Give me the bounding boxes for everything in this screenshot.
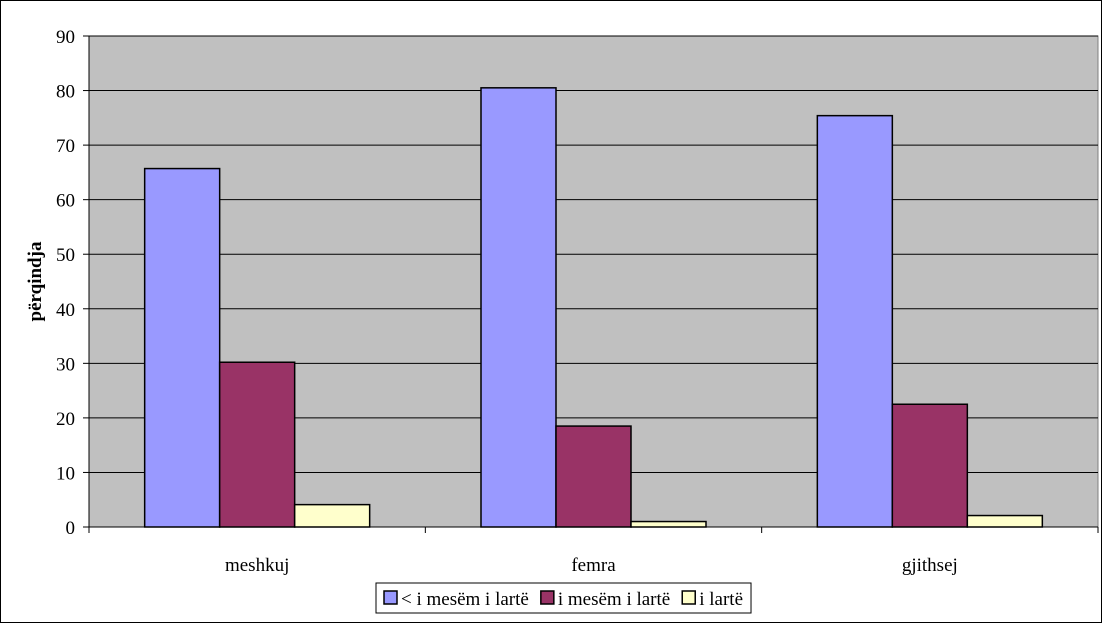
bar-femra-series-1 — [480, 87, 557, 528]
x-tick-labels: meshkuj femra gjithsej — [225, 555, 958, 576]
bars — [143, 87, 1044, 528]
bar-meshkuj-series-2 — [218, 361, 296, 528]
y-tick-label: 40 — [56, 300, 75, 321]
y-tick-label: 0 — [66, 518, 76, 539]
axes — [83, 35, 1099, 533]
legend-label-2: i mesëm i lartë — [558, 589, 670, 610]
x-tick-label: femra — [571, 555, 616, 576]
bar-gjithsej-series-2 — [891, 403, 969, 528]
y-tick-label: 80 — [56, 82, 75, 103]
bar-gjithsej-series-3 — [966, 514, 1044, 528]
bar-meshkuj-series-1 — [143, 167, 221, 528]
legend-swatch-2 — [540, 590, 555, 605]
y-tick-label: 90 — [56, 27, 75, 48]
y-tick-labels: 0 10 20 30 40 50 60 70 80 90 — [56, 27, 75, 539]
bar-femra-series-3 — [630, 520, 707, 528]
x-tick-label: meshkuj — [225, 555, 289, 576]
legend-items: < i mesëm i lartë i mesëm i lartë i lartë — [383, 589, 743, 610]
legend-label-3: i lartë — [699, 589, 743, 610]
legend-label-1: < i mesëm i lartë — [401, 589, 529, 610]
legend: < i mesëm i lartë i mesëm i lartë i lartë — [375, 582, 752, 614]
y-tick-label: 70 — [56, 136, 75, 157]
y-axis-title: përqindja — [25, 241, 46, 321]
y-tick-label: 50 — [56, 245, 75, 266]
legend-swatch-1 — [383, 590, 398, 605]
y-tick-label: 60 — [56, 191, 75, 212]
y-tick-label: 20 — [56, 409, 75, 430]
y-tick-label: 30 — [56, 354, 75, 375]
bar-gjithsej-series-1 — [816, 114, 894, 528]
bar-meshkuj-series-3 — [293, 503, 371, 528]
legend-swatch-3 — [681, 590, 696, 605]
bar-femra-series-2 — [555, 425, 632, 528]
x-tick-label: gjithsej — [902, 555, 958, 576]
y-tick-label: 10 — [56, 463, 75, 484]
